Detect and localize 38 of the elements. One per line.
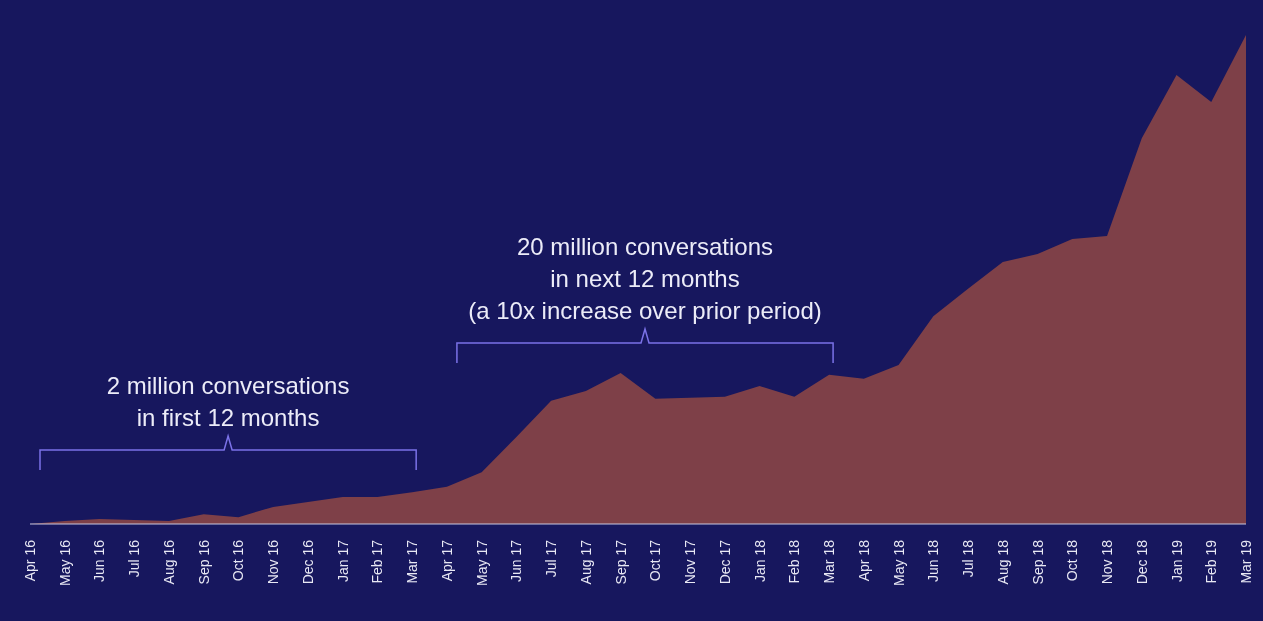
x-tick-label: Dec 16 — [299, 539, 316, 585]
x-tick-label: Jul 18 — [960, 539, 977, 578]
x-tick-label: Feb 17 — [369, 539, 386, 584]
x-tick-label: Aug 17 — [577, 539, 594, 585]
x-tick-label: Jan 18 — [751, 539, 768, 583]
x-tick-label: Sep 16 — [195, 539, 212, 585]
x-tick-label: Aug 18 — [994, 539, 1011, 585]
x-tick-label: Apr 17 — [438, 539, 455, 582]
x-tick-label: Oct 16 — [230, 539, 247, 582]
x-tick-label: Dec 17 — [716, 539, 733, 585]
x-tick-label: Apr 18 — [855, 539, 872, 582]
x-tick-label: Sep 17 — [612, 539, 629, 585]
x-tick-label: Nov 16 — [265, 539, 282, 585]
x-tick-label: May 17 — [473, 539, 490, 586]
x-tick-label: Nov 17 — [682, 539, 699, 585]
x-tick-label: Jan 17 — [334, 539, 351, 583]
x-tick-label: May 18 — [890, 539, 907, 586]
x-tick-label: Jan 19 — [1168, 539, 1185, 583]
x-tick-label: May 16 — [56, 539, 73, 586]
annotation: 20 million conversations in next 12 months (a 10x increase over prior period) — [468, 233, 822, 324]
x-tick-label: Oct 18 — [1064, 539, 1081, 582]
annotation: 2 million conversations in first 12 months — [106, 372, 350, 431]
x-tick-label: Oct 17 — [647, 539, 664, 582]
x-tick-label: Apr 16 — [22, 539, 38, 582]
x-tick-label: Jul 16 — [126, 539, 143, 578]
x-tick-label: Aug 16 — [160, 539, 177, 585]
x-tick-label: Jul 17 — [543, 539, 560, 578]
x-tick-label: Nov 18 — [1099, 539, 1116, 585]
x-tick-label: Jun 17 — [508, 539, 525, 583]
x-tick-label: Sep 18 — [1029, 539, 1046, 585]
x-tick-label: Feb 18 — [786, 539, 803, 584]
x-tick-label: Mar 18 — [821, 539, 838, 584]
x-tick-label: Jun 18 — [925, 539, 942, 583]
x-tick-label: Mar 19 — [1238, 539, 1254, 584]
x-tick-label: Jun 16 — [91, 539, 108, 583]
x-tick-label: Feb 19 — [1203, 539, 1220, 584]
x-tick-label: Dec 18 — [1133, 539, 1150, 585]
x-tick-label: Mar 17 — [404, 539, 421, 584]
